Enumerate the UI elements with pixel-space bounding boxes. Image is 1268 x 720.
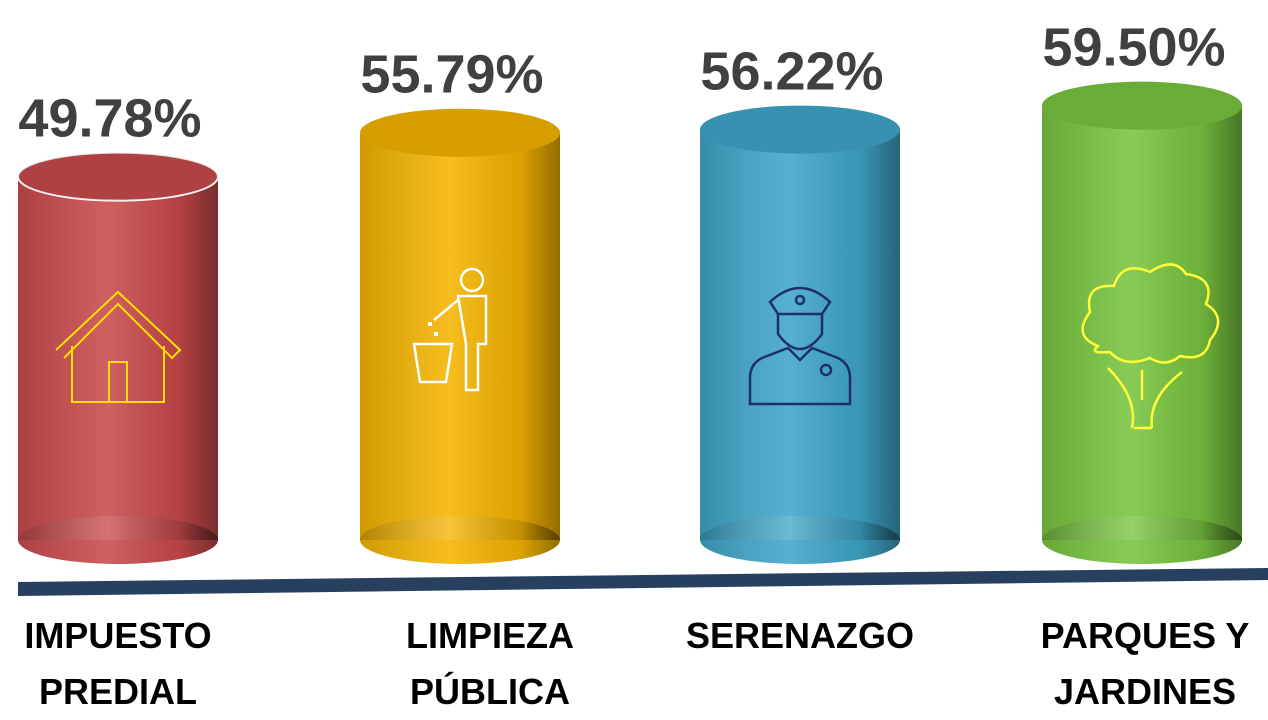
icon-part — [428, 322, 432, 326]
cylinder-top — [1042, 81, 1242, 130]
baseline — [18, 568, 1268, 596]
icon-part — [412, 342, 454, 384]
icon-part — [768, 286, 832, 316]
category-label: IMPUESTO PREDIAL — [24, 615, 212, 712]
cylinder-top — [17, 151, 219, 202]
icon — [55, 290, 182, 403]
value-label: 49.78% — [18, 89, 201, 149]
icon-part — [748, 286, 852, 406]
cylinder-bottom-shade — [18, 516, 218, 564]
icon-part — [412, 267, 488, 392]
cylinder-top-shade — [700, 105, 900, 154]
icon-part — [776, 314, 824, 351]
icon-part — [433, 294, 488, 392]
cylinder-shade — [700, 129, 900, 540]
cylinder-shade — [360, 132, 560, 540]
cylinder-top-shade — [1042, 81, 1242, 130]
cylinder-top-shade — [360, 108, 560, 157]
cylinder-top — [700, 105, 900, 154]
cylinder-bottom-shade — [1042, 516, 1242, 564]
icon-part — [459, 267, 485, 293]
cylinder-bottom-shade — [360, 516, 560, 564]
icon-part — [428, 322, 438, 336]
icon-part — [1081, 263, 1220, 364]
cylinder-bottom-shade — [700, 516, 900, 564]
icon-part — [1081, 263, 1220, 430]
cylinder-shade — [1042, 105, 1242, 541]
value-label: 55.79% — [360, 45, 543, 105]
category-label: SERENAZGO — [685, 615, 915, 656]
icon-part — [819, 363, 833, 377]
icon-part — [1107, 367, 1183, 430]
icon-part — [108, 361, 128, 403]
icon-part — [55, 290, 182, 360]
icon — [748, 286, 852, 406]
icon-part — [794, 294, 806, 306]
cylinder-shade — [18, 176, 218, 540]
value-label: 56.22% — [700, 42, 883, 102]
cylinder-top — [360, 108, 560, 157]
icon — [1081, 263, 1220, 430]
value-label: 59.50% — [1042, 18, 1225, 78]
icon-part — [748, 346, 852, 406]
category-label: LIMPIEZA PÚBLICA — [406, 615, 574, 712]
icon-part — [434, 332, 438, 336]
cylinder-top-shade — [18, 152, 218, 201]
icon — [412, 267, 488, 392]
category-label: PARQUES Y JARDINES — [1040, 615, 1250, 712]
